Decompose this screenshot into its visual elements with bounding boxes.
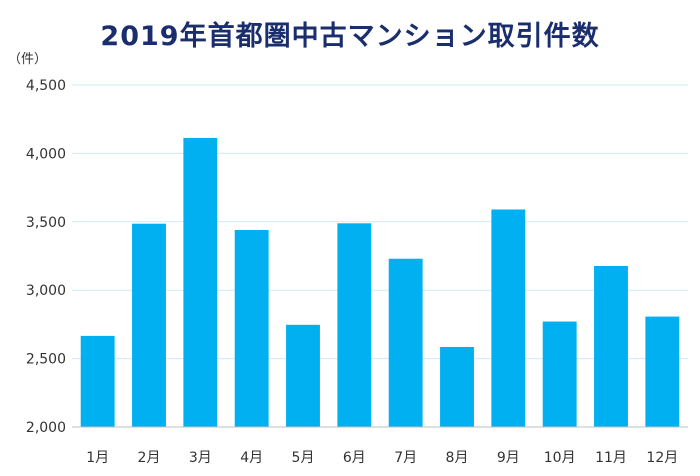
bar	[286, 324, 320, 427]
bar	[132, 223, 166, 427]
x-tick-label: 12月	[646, 450, 678, 466]
x-tick-label: 8月	[446, 450, 469, 466]
x-tick-label: 6月	[343, 450, 366, 466]
bar	[183, 137, 218, 428]
y-tick-label: 4,500	[26, 78, 66, 94]
bar	[594, 265, 628, 427]
x-tick-label: 4月	[240, 450, 263, 466]
x-tick-label: 7月	[394, 450, 417, 466]
x-tick-label: 2月	[138, 450, 161, 466]
x-tick-label: 9月	[497, 450, 520, 466]
bar	[645, 316, 680, 427]
x-tick-label: 10月	[544, 450, 576, 466]
y-axis-unit-label: （件）	[8, 52, 48, 67]
x-tick-label: 11月	[595, 450, 627, 466]
y-tick-label: 3,000	[26, 283, 66, 299]
bar	[542, 321, 577, 427]
y-tick-label: 2,000	[26, 420, 66, 436]
bar	[440, 346, 474, 427]
x-tick-label: 5月	[292, 450, 315, 466]
y-tick-label: 3,500	[26, 215, 66, 231]
bar	[337, 223, 372, 427]
x-tick-label: 3月	[189, 450, 212, 466]
bar	[80, 335, 115, 427]
y-tick-label: 4,000	[26, 146, 66, 162]
bar	[388, 258, 423, 427]
x-tick-label: 1月	[86, 450, 109, 466]
bar	[491, 209, 526, 427]
y-tick-label: 2,500	[26, 352, 66, 368]
chart-title: 2019年首都圏中古マンション取引件数	[100, 21, 600, 52]
bar	[234, 230, 269, 427]
